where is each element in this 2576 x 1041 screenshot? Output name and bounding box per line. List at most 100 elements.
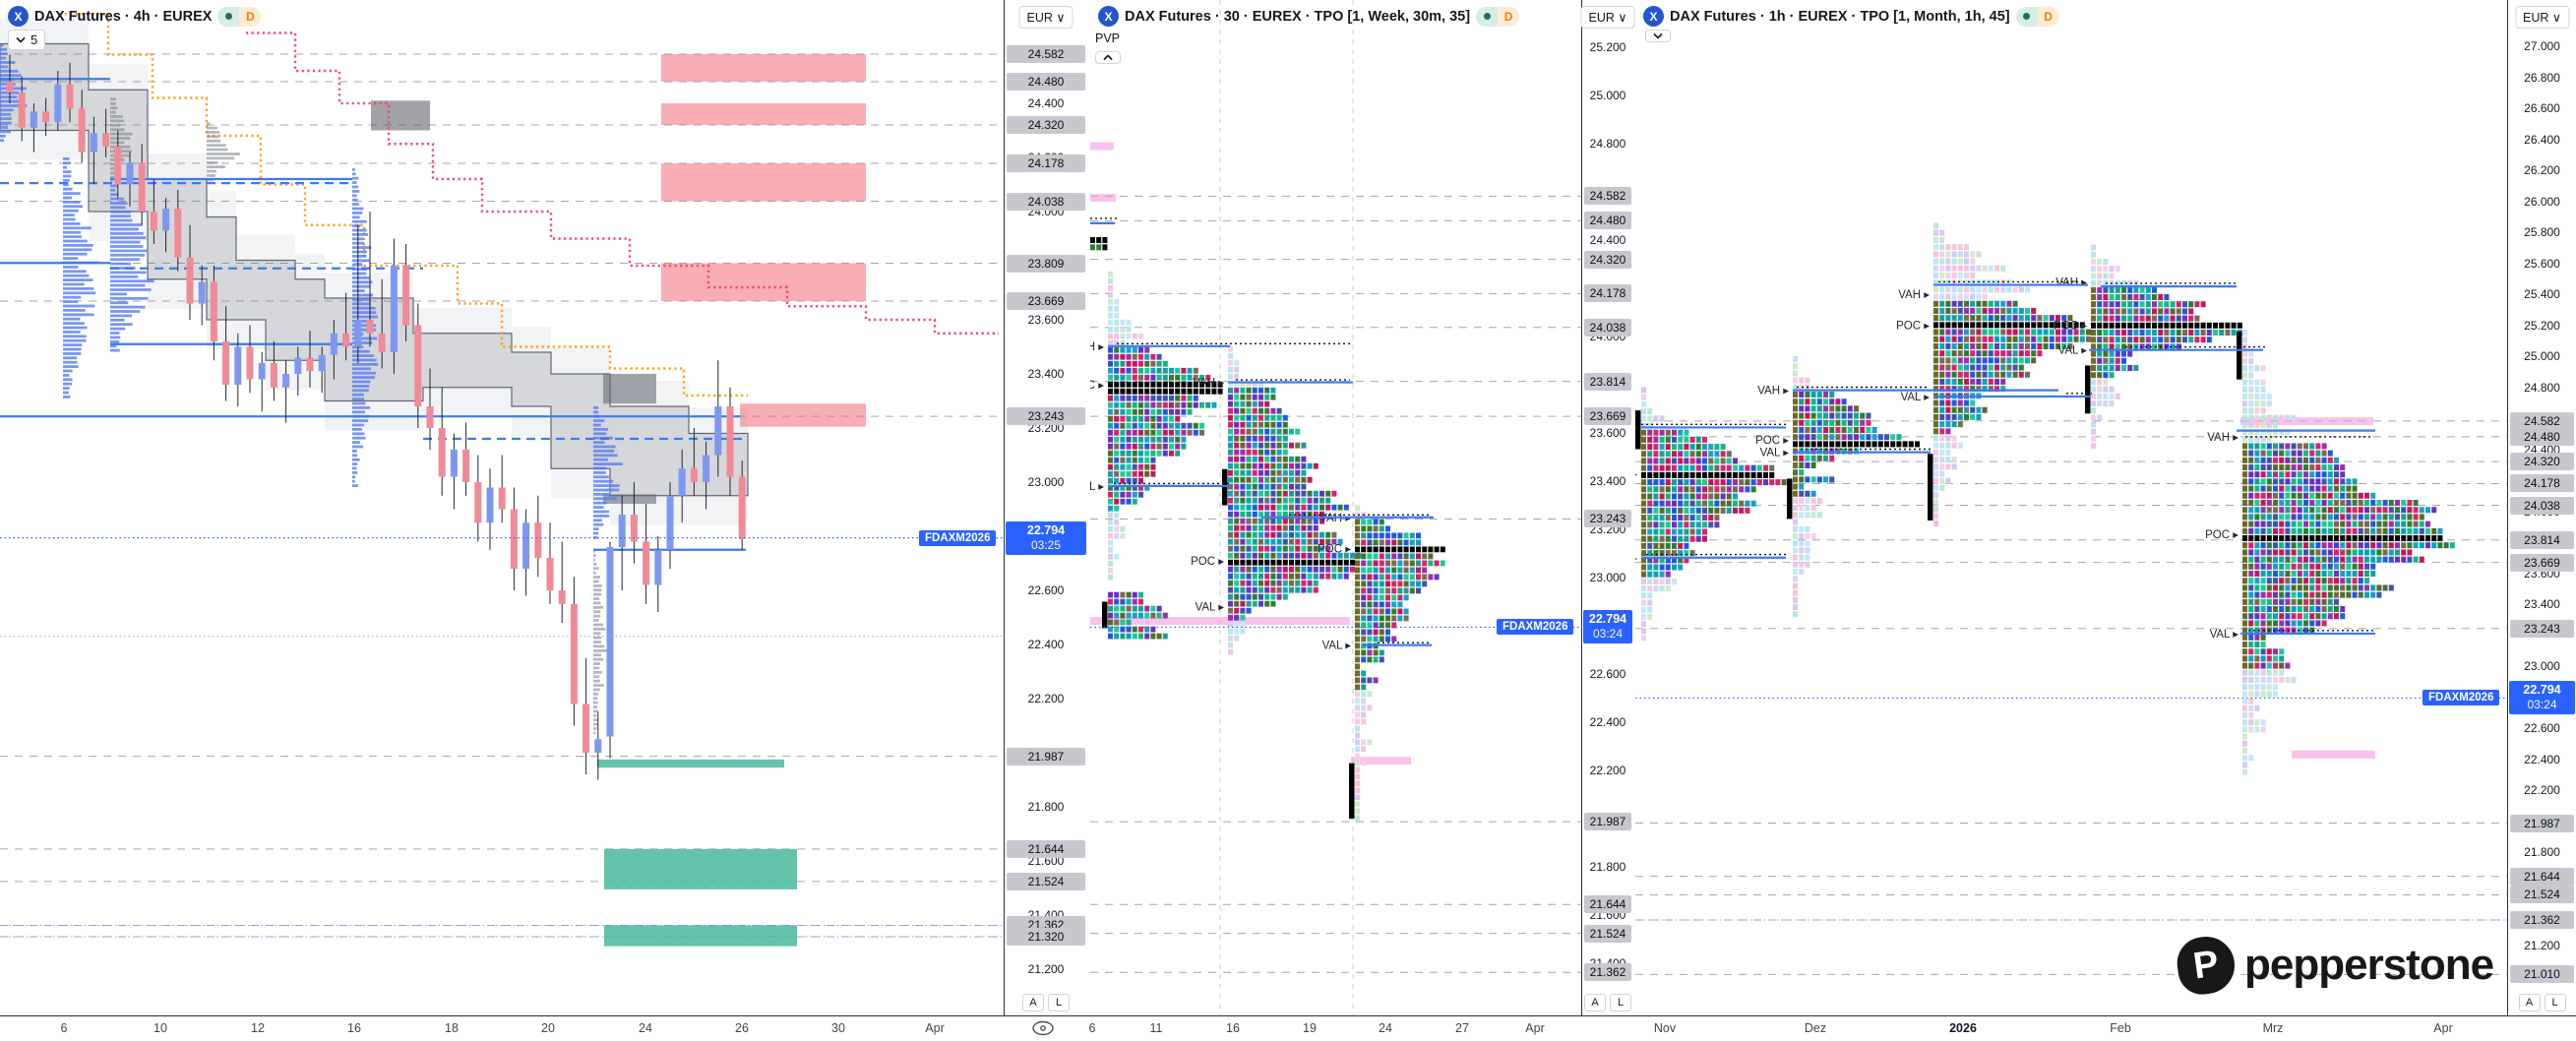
axis-level-badge: 21.362 (1584, 963, 1631, 982)
price-axis-dax-4h[interactable]: EUR ∨24.40024.20024.00023.60023.40023.20… (1004, 0, 1087, 1015)
tpo-vah-label: VAH ▸ (2207, 432, 2239, 444)
time-tick-label: 18 (445, 1021, 459, 1035)
axis-price-label: 21.200 (1027, 962, 1065, 976)
key-level-lines (1635, 420, 2507, 975)
time-axis[interactable]: 6 10 12 16 18 20 24 26 30 Apr 6 11 16 19 24 27 Apr Nov Dez… (0, 1015, 2576, 1041)
axis-price-label: 23.000 (2524, 659, 2560, 673)
current-price-value: 22.794 (2523, 683, 2561, 698)
legend-collapse-toggle[interactable]: 5 (8, 30, 46, 50)
dividends-badge[interactable]: D (2037, 6, 2059, 27)
axis-price-label: 25.800 (2524, 225, 2560, 239)
chart-area-dax-30-tpo[interactable]: VAH ▸POC ▸VAL ▸VAH ▸POC ▸VAL ▸VAH ▸POC ▸… (1090, 0, 1581, 1015)
market-status-pills: D (217, 6, 262, 27)
market-status-pills: D (1476, 6, 1520, 27)
tpo-rays (1090, 217, 1434, 646)
time-tick-label: 6 (60, 1021, 68, 1035)
currency-dropdown[interactable]: EUR ∨ (2514, 6, 2570, 29)
legend-collapse-toggle[interactable] (1095, 51, 1121, 64)
currency-dropdown[interactable]: EUR ∨ (1580, 6, 1635, 29)
tpo-profile: VAH ▸POC ▸VAL ▸ (2054, 244, 2242, 450)
panel-title[interactable]: DAX Futures · 1h · EUREX · TPO [1, Month… (1670, 8, 2010, 25)
dividends-badge[interactable]: D (1498, 6, 1520, 27)
axis-level-badge: 24.178 (1584, 284, 1631, 303)
axis-level-badge: 21.987 (1584, 813, 1631, 831)
chart-area-dax-4h[interactable] (0, 0, 1004, 1015)
time-tick-label: Feb (2110, 1021, 2131, 1035)
tpo-poc-label: POC ▸ (1191, 556, 1224, 568)
time-tick-label: 19 (1303, 1021, 1317, 1035)
axis-level-badge: 23.814 (2510, 530, 2574, 549)
market-open-dot-icon (2015, 6, 2038, 27)
time-tick-label: Apr (1525, 1021, 1545, 1035)
volume-profiles (0, 43, 623, 735)
market-open-dot-icon (217, 6, 240, 27)
single-print-bar (1635, 410, 1641, 450)
tpo-vah-label: VAH ▸ (1898, 289, 1930, 301)
dividends-badge[interactable]: D (239, 6, 262, 27)
axis-level-badge: 23.809 (1007, 254, 1085, 273)
supply-demand-zones (371, 53, 866, 947)
axis-level-badge: 24.178 (2510, 474, 2574, 493)
symbol-logo-icon: X (8, 6, 29, 27)
pepperstone-logo-text: pepperstone (2244, 941, 2494, 989)
axis-price-label: 25.000 (2524, 349, 2560, 363)
cloud-envelope (0, 18, 748, 525)
tpo-pink-bars (2240, 417, 2375, 759)
price-axis-dax-1h-tpo[interactable]: EUR ∨ 27.000 26.800 26.600 26.400 26.200 26.00… (2507, 0, 2576, 1015)
tpo-vah-label: VAH ▸ (1193, 378, 1224, 390)
axis-level-badge: 24.320 (2510, 453, 2574, 471)
symbol-price-label: FDAXM2026 (919, 529, 997, 546)
log-scale-button[interactable]: L (1048, 994, 1070, 1011)
tpo-profile: VAH ▸POC ▸VAL ▸ (1318, 505, 1445, 822)
tpo-pink-bars (1090, 142, 1411, 765)
countdown-timer: 03:24 (1592, 627, 1624, 642)
axis-price-label: 21.200 (2524, 938, 2560, 952)
time-tick-label: 2026 (1949, 1021, 1977, 1035)
time-tick-label: 11 (1149, 1021, 1163, 1035)
axis-price-label: 22.200 (1589, 764, 1626, 777)
axis-settings-icon[interactable] (1031, 1020, 1055, 1041)
time-tick-label: 6 (1088, 1021, 1096, 1035)
axis-price-label: 21.800 (1027, 800, 1065, 814)
axis-price-label: 23.600 (1027, 313, 1065, 327)
time-tick-label: 10 (153, 1021, 167, 1035)
axis-price-label: 26.200 (2524, 163, 2560, 177)
panel-title[interactable]: DAX Futures · 4h · EUREX (34, 8, 213, 25)
time-tick-label: Apr (2433, 1021, 2453, 1035)
axis-price-label: 22.400 (1027, 638, 1065, 651)
log-scale-button[interactable]: L (1610, 994, 1631, 1011)
countdown-timer: 03:24 (2527, 698, 2557, 712)
currency-dropdown[interactable]: EUR ∨ (1018, 6, 1073, 29)
axis-price-label: 23.600 (1589, 426, 1626, 440)
axis-price-label: 22.400 (2524, 752, 2560, 766)
axis-level-badge: 24.480 (1584, 212, 1631, 230)
axis-price-label: 22.600 (1027, 583, 1065, 597)
axis-level-badge: 24.038 (1007, 192, 1085, 211)
panel-title[interactable]: DAX Futures · 30 · EUREX · TPO [1, Week,… (1125, 8, 1471, 25)
tpo-val-label: VAL ▸ (2058, 345, 2088, 357)
time-tick-label: 24 (1379, 1021, 1392, 1035)
axis-level-badge: 23.243 (1584, 510, 1631, 528)
tpo-val-label: VAL ▸ (1760, 448, 1790, 459)
legend-collapse-toggle[interactable] (1645, 30, 1671, 42)
chart-svg-dax-1h-tpo: VAH ▸POC ▸VAL ▸VAH ▸POC ▸VAL ▸VAH ▸POC ▸… (1635, 222, 2507, 975)
log-scale-button[interactable]: L (2544, 994, 2566, 1011)
chart-area-dax-1h-tpo[interactable]: VAH ▸ POC ▸ VAL ▸ VAH ▸ POC ▸ VAL ▸ VAH ▸ POC ▸… (1635, 0, 2507, 1015)
axis-level-badge: 21.644 (1007, 839, 1085, 858)
chevron-down-icon (1653, 32, 1663, 39)
axis-level-badge: 21.987 (1007, 747, 1085, 765)
market-open-dot-icon (1476, 6, 1499, 27)
axis-price-label: 23.400 (2524, 597, 2560, 611)
symbol-price-label: FDAXM2026 (1497, 619, 1574, 636)
auto-scale-button[interactable]: A (1584, 994, 1606, 1011)
auto-scale-button[interactable]: A (1022, 994, 1044, 1011)
price-axis-dax-30-tpo[interactable]: EUR ∨ 25.200 25.000 24.800 24.400 24.000 23.60… (1580, 0, 1635, 1015)
time-tick-label: 24 (639, 1021, 652, 1035)
current-price-badge: 22.794 03:24 (2509, 681, 2575, 715)
tpo-poc-label: POC ▸ (1635, 469, 1637, 481)
tpo-profile: VAH ▸POC ▸VAL ▸ (1191, 345, 1362, 655)
panel-header-dax-4h: X DAX Futures · 4h · EUREX D (8, 6, 262, 27)
symbol-price-label: FDAXM2026 (2423, 690, 2500, 706)
auto-scale-button[interactable]: A (2518, 994, 2541, 1011)
